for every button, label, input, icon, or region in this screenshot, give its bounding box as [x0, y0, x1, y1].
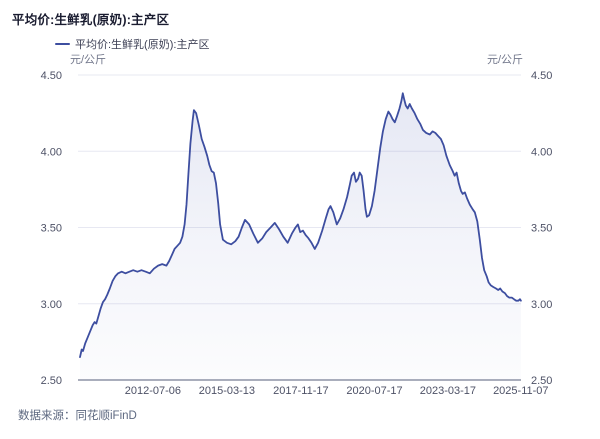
legend-item[interactable]: 平均价:生鲜乳(原奶):主产区 — [55, 36, 209, 52]
y-tick-label-right: 2.50 — [531, 375, 552, 387]
x-tick-label: 2015-03-13 — [199, 385, 255, 397]
legend-line-marker — [55, 42, 70, 46]
x-tick-label: 2023-03-17 — [420, 385, 476, 397]
x-tick-label: 2020-07-17 — [346, 385, 402, 397]
y-tick-label-left: 2.50 — [41, 375, 62, 387]
y-tick-label-right: 4.50 — [531, 70, 552, 82]
legend-series-label: 平均价:生鲜乳(原奶):主产区 — [75, 39, 210, 51]
data-source: 数据来源：同花顺iFinD — [18, 410, 137, 422]
x-tick-label: 2017-11-17 — [273, 385, 328, 397]
x-tick-label: 2012-07-06 — [125, 385, 181, 397]
y-axis-unit-right: 元/公斤 — [487, 54, 524, 66]
y-tick-label-right: 3.00 — [531, 299, 552, 311]
y-tick-label-left: 4.50 — [41, 70, 62, 82]
y-tick-label-left: 4.00 — [41, 146, 62, 158]
series-area-fill — [80, 93, 521, 381]
y-tick-label-left: 3.50 — [41, 223, 62, 235]
y-tick-label-right: 3.50 — [531, 223, 552, 235]
chart-title: 平均价:生鲜乳(原奶):主产区 — [12, 13, 170, 27]
series-line — [79, 92, 522, 358]
y-axis-unit-left: 元/公斤 — [70, 54, 107, 66]
y-tick-label-right: 4.00 — [531, 146, 552, 158]
y-tick-label-left: 3.00 — [41, 299, 62, 311]
x-tick-label: 2025-11-07 — [493, 385, 548, 397]
